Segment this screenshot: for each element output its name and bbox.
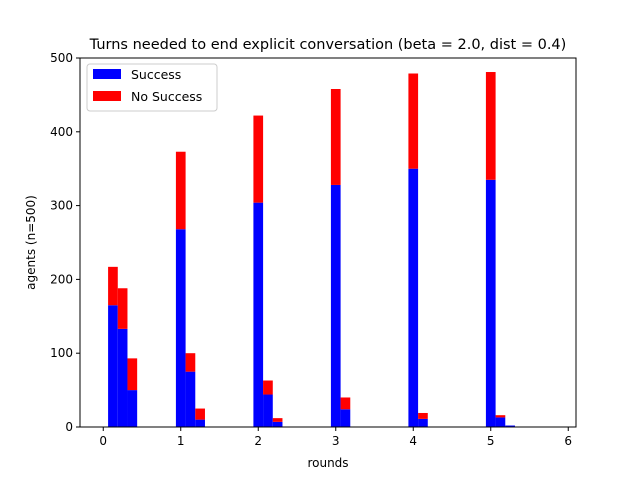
y-tick-label: 400 <box>50 125 73 139</box>
bar-success <box>418 418 428 427</box>
bars-group <box>108 72 515 427</box>
bar-no-success <box>127 358 138 391</box>
bar-no-success <box>272 418 283 422</box>
bar-success <box>505 425 515 427</box>
bar-success <box>175 229 186 427</box>
bar-success <box>185 371 196 427</box>
chart-title: Turns needed to end explicit conversatio… <box>89 37 567 53</box>
bar-no-success <box>263 380 273 395</box>
bar-no-success <box>408 73 419 169</box>
x-tick-label: 1 <box>177 434 185 448</box>
bar-success <box>127 390 138 427</box>
bar-no-success <box>117 288 128 329</box>
y-tick-label: 500 <box>50 51 73 65</box>
bar-no-success <box>485 72 496 180</box>
bar-success <box>408 168 419 427</box>
bar-no-success <box>175 151 186 230</box>
x-tick-label: 4 <box>409 434 417 448</box>
y-axis-ticks: 0 100 200 300 400 500 <box>50 51 80 434</box>
y-tick-label: 0 <box>65 420 73 434</box>
bar-success <box>330 184 341 427</box>
bar-success <box>340 409 351 427</box>
y-tick-label: 200 <box>50 272 73 286</box>
bar-success <box>195 419 205 427</box>
bar-success <box>272 421 283 427</box>
bar-success <box>253 202 264 427</box>
x-axis-ticks: 0 1 2 3 4 5 6 <box>99 427 572 448</box>
x-tick-label: 6 <box>564 434 572 448</box>
legend-swatch-no-success <box>93 91 121 101</box>
x-tick-label: 2 <box>254 434 262 448</box>
bar-no-success <box>418 412 428 419</box>
legend-label-success: Success <box>131 67 181 82</box>
bar-no-success <box>253 115 264 203</box>
bar-success <box>108 305 118 427</box>
bar-no-success <box>330 89 341 185</box>
y-tick-label: 100 <box>50 346 73 360</box>
bar-success <box>495 417 506 427</box>
bar-success <box>117 328 128 427</box>
bar-no-success <box>185 353 196 372</box>
x-axis-title: rounds <box>307 456 348 470</box>
x-tick-label: 5 <box>487 434 495 448</box>
bar-success <box>263 394 273 427</box>
plot-frame <box>79 57 577 428</box>
bar-no-success <box>340 397 351 410</box>
bar-no-success <box>108 266 118 306</box>
plot-area <box>80 58 576 427</box>
legend: Success No Success <box>86 63 218 112</box>
bar-no-success <box>195 408 205 420</box>
x-tick-label: 0 <box>99 434 107 448</box>
y-tick-label: 300 <box>50 199 73 213</box>
x-tick-label: 3 <box>332 434 340 448</box>
legend-swatch-success <box>93 69 121 79</box>
bar-no-success <box>495 415 506 418</box>
legend-label-no-success: No Success <box>131 89 202 104</box>
bar-success <box>485 179 496 427</box>
y-axis-title: agents (n=500) <box>24 195 38 290</box>
